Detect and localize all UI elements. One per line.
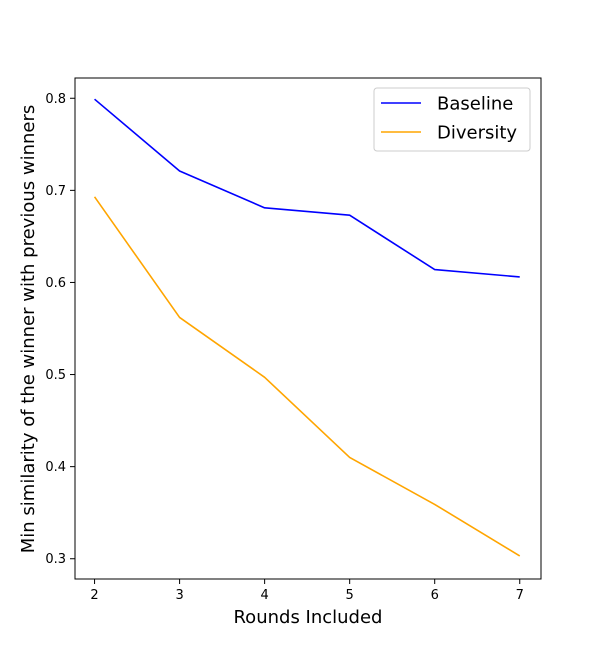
y-tick-label: 0.8 <box>45 92 66 107</box>
y-axis-title: Min similarity of the winner with previo… <box>18 105 39 554</box>
y-tick-label: 0.3 <box>45 552 66 567</box>
y-tick-label: 0.4 <box>45 460 66 475</box>
series-line-baseline <box>94 98 520 278</box>
legend-label-baseline: Baseline <box>437 94 513 115</box>
x-tick-label: 5 <box>346 588 354 603</box>
x-axis-title: Rounds Included <box>233 607 382 628</box>
x-tick-label: 2 <box>90 588 98 603</box>
x-tick-label: 3 <box>175 588 183 603</box>
series-lines <box>93 98 521 557</box>
y-tick-label: 0.6 <box>45 276 66 291</box>
y-tick-label: 0.5 <box>45 368 66 383</box>
series-line-diversity <box>93 196 521 557</box>
x-axis-ticks: 2 3 4 5 6 7 <box>90 579 524 603</box>
plot-frame <box>74 77 542 580</box>
x-tick-label: 4 <box>260 588 268 603</box>
x-tick-label: 7 <box>516 588 524 603</box>
legend: Baseline Diversity <box>373 87 531 152</box>
y-axis-ticks: 0.3 0.4 0.5 0.6 0.7 0.8 <box>45 92 75 567</box>
legend-label-diversity: Diversity <box>437 123 517 144</box>
x-tick-label: 6 <box>431 588 439 603</box>
y-tick-label: 0.7 <box>45 184 66 199</box>
